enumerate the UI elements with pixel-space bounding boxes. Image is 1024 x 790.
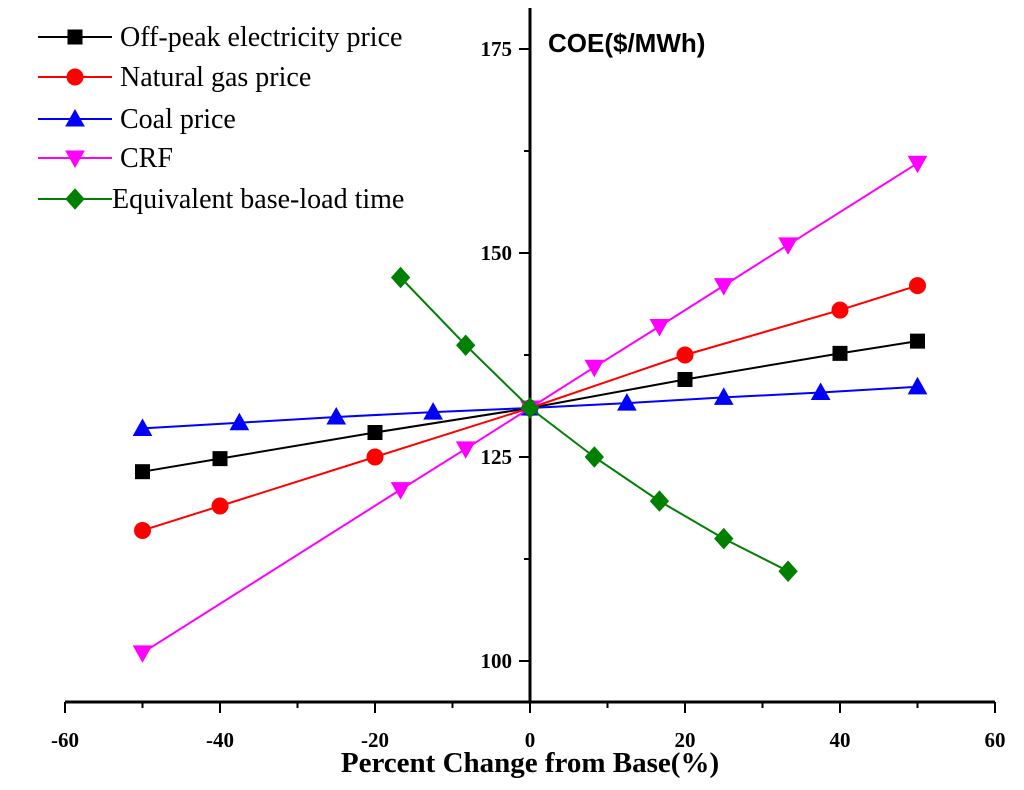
data-point <box>649 490 670 512</box>
data-point <box>366 448 384 466</box>
data-point <box>832 345 848 361</box>
data-point <box>456 334 476 356</box>
data-point <box>455 441 476 459</box>
data-point <box>810 382 831 401</box>
legend-label: CRF <box>120 143 173 174</box>
data-point <box>778 237 798 255</box>
x-tick-label: -20 <box>361 728 389 752</box>
data-point <box>713 387 734 405</box>
data-point <box>713 278 734 296</box>
data-point <box>423 402 443 420</box>
legend: Off-peak electricity price Natural gas pr… <box>38 22 404 215</box>
legend-marker <box>66 68 84 86</box>
data-point <box>909 277 926 295</box>
legend-marker <box>65 188 85 210</box>
series-line <box>399 276 789 573</box>
legend-entry: Natural gas price <box>38 62 311 93</box>
x-tick-label: -40 <box>206 728 234 752</box>
x-tick-label: -60 <box>51 728 79 752</box>
legend-entry: CRF <box>38 143 173 174</box>
legend-entry: Equivalent base-load time <box>38 184 404 215</box>
data-point <box>910 333 925 349</box>
x-axis-title: Percent Change from Base(%) <box>341 747 719 779</box>
legend-label: Natural gas price <box>120 62 311 93</box>
data-point <box>649 318 670 337</box>
data-point <box>676 346 694 364</box>
data-point <box>714 527 734 550</box>
x-tick-label: 40 <box>830 728 851 752</box>
data-point <box>584 446 604 468</box>
data-point <box>134 521 151 539</box>
data-point <box>212 451 228 467</box>
data-point <box>132 645 153 663</box>
legend-label: Coal price <box>120 104 236 135</box>
chart-title: COE($/MWh) <box>548 28 705 58</box>
data-point <box>326 406 347 425</box>
data-point <box>778 560 798 582</box>
legend-marker <box>65 108 85 127</box>
data-point <box>135 464 150 480</box>
legend-entry: Off-peak electricity price <box>38 22 402 53</box>
y-tick-label: 175 <box>481 37 513 61</box>
data-point <box>677 371 693 387</box>
legend-marker <box>67 29 83 45</box>
series-4 <box>390 266 798 582</box>
y-tick-label: 125 <box>481 445 513 469</box>
x-tick-label: 60 <box>985 728 1006 752</box>
data-point <box>390 266 411 289</box>
y-tick-label: 100 <box>481 649 513 673</box>
legend-marker <box>65 150 85 169</box>
x-tick-label: 20 <box>675 728 696 752</box>
legend-label: Equivalent base-load time <box>112 184 404 215</box>
data-point <box>229 412 250 431</box>
x-tick-label: 0 <box>525 728 536 752</box>
data-point <box>584 359 605 378</box>
data-point <box>907 155 928 174</box>
data-point <box>132 418 153 436</box>
axes: -60 -40 -20 0 20 40 60 100 125 150 175 <box>51 8 1006 752</box>
data-point <box>520 397 540 419</box>
data-point <box>390 482 411 500</box>
y-tick-label: 150 <box>481 241 513 265</box>
legend-entry: Coal price <box>38 104 236 135</box>
data-point <box>211 497 229 515</box>
legend-label: Off-peak electricity price <box>120 22 402 53</box>
data-point <box>831 301 849 319</box>
data-point <box>367 425 383 441</box>
data-point <box>617 393 637 411</box>
data-point <box>907 376 928 395</box>
series-layer <box>132 155 928 663</box>
